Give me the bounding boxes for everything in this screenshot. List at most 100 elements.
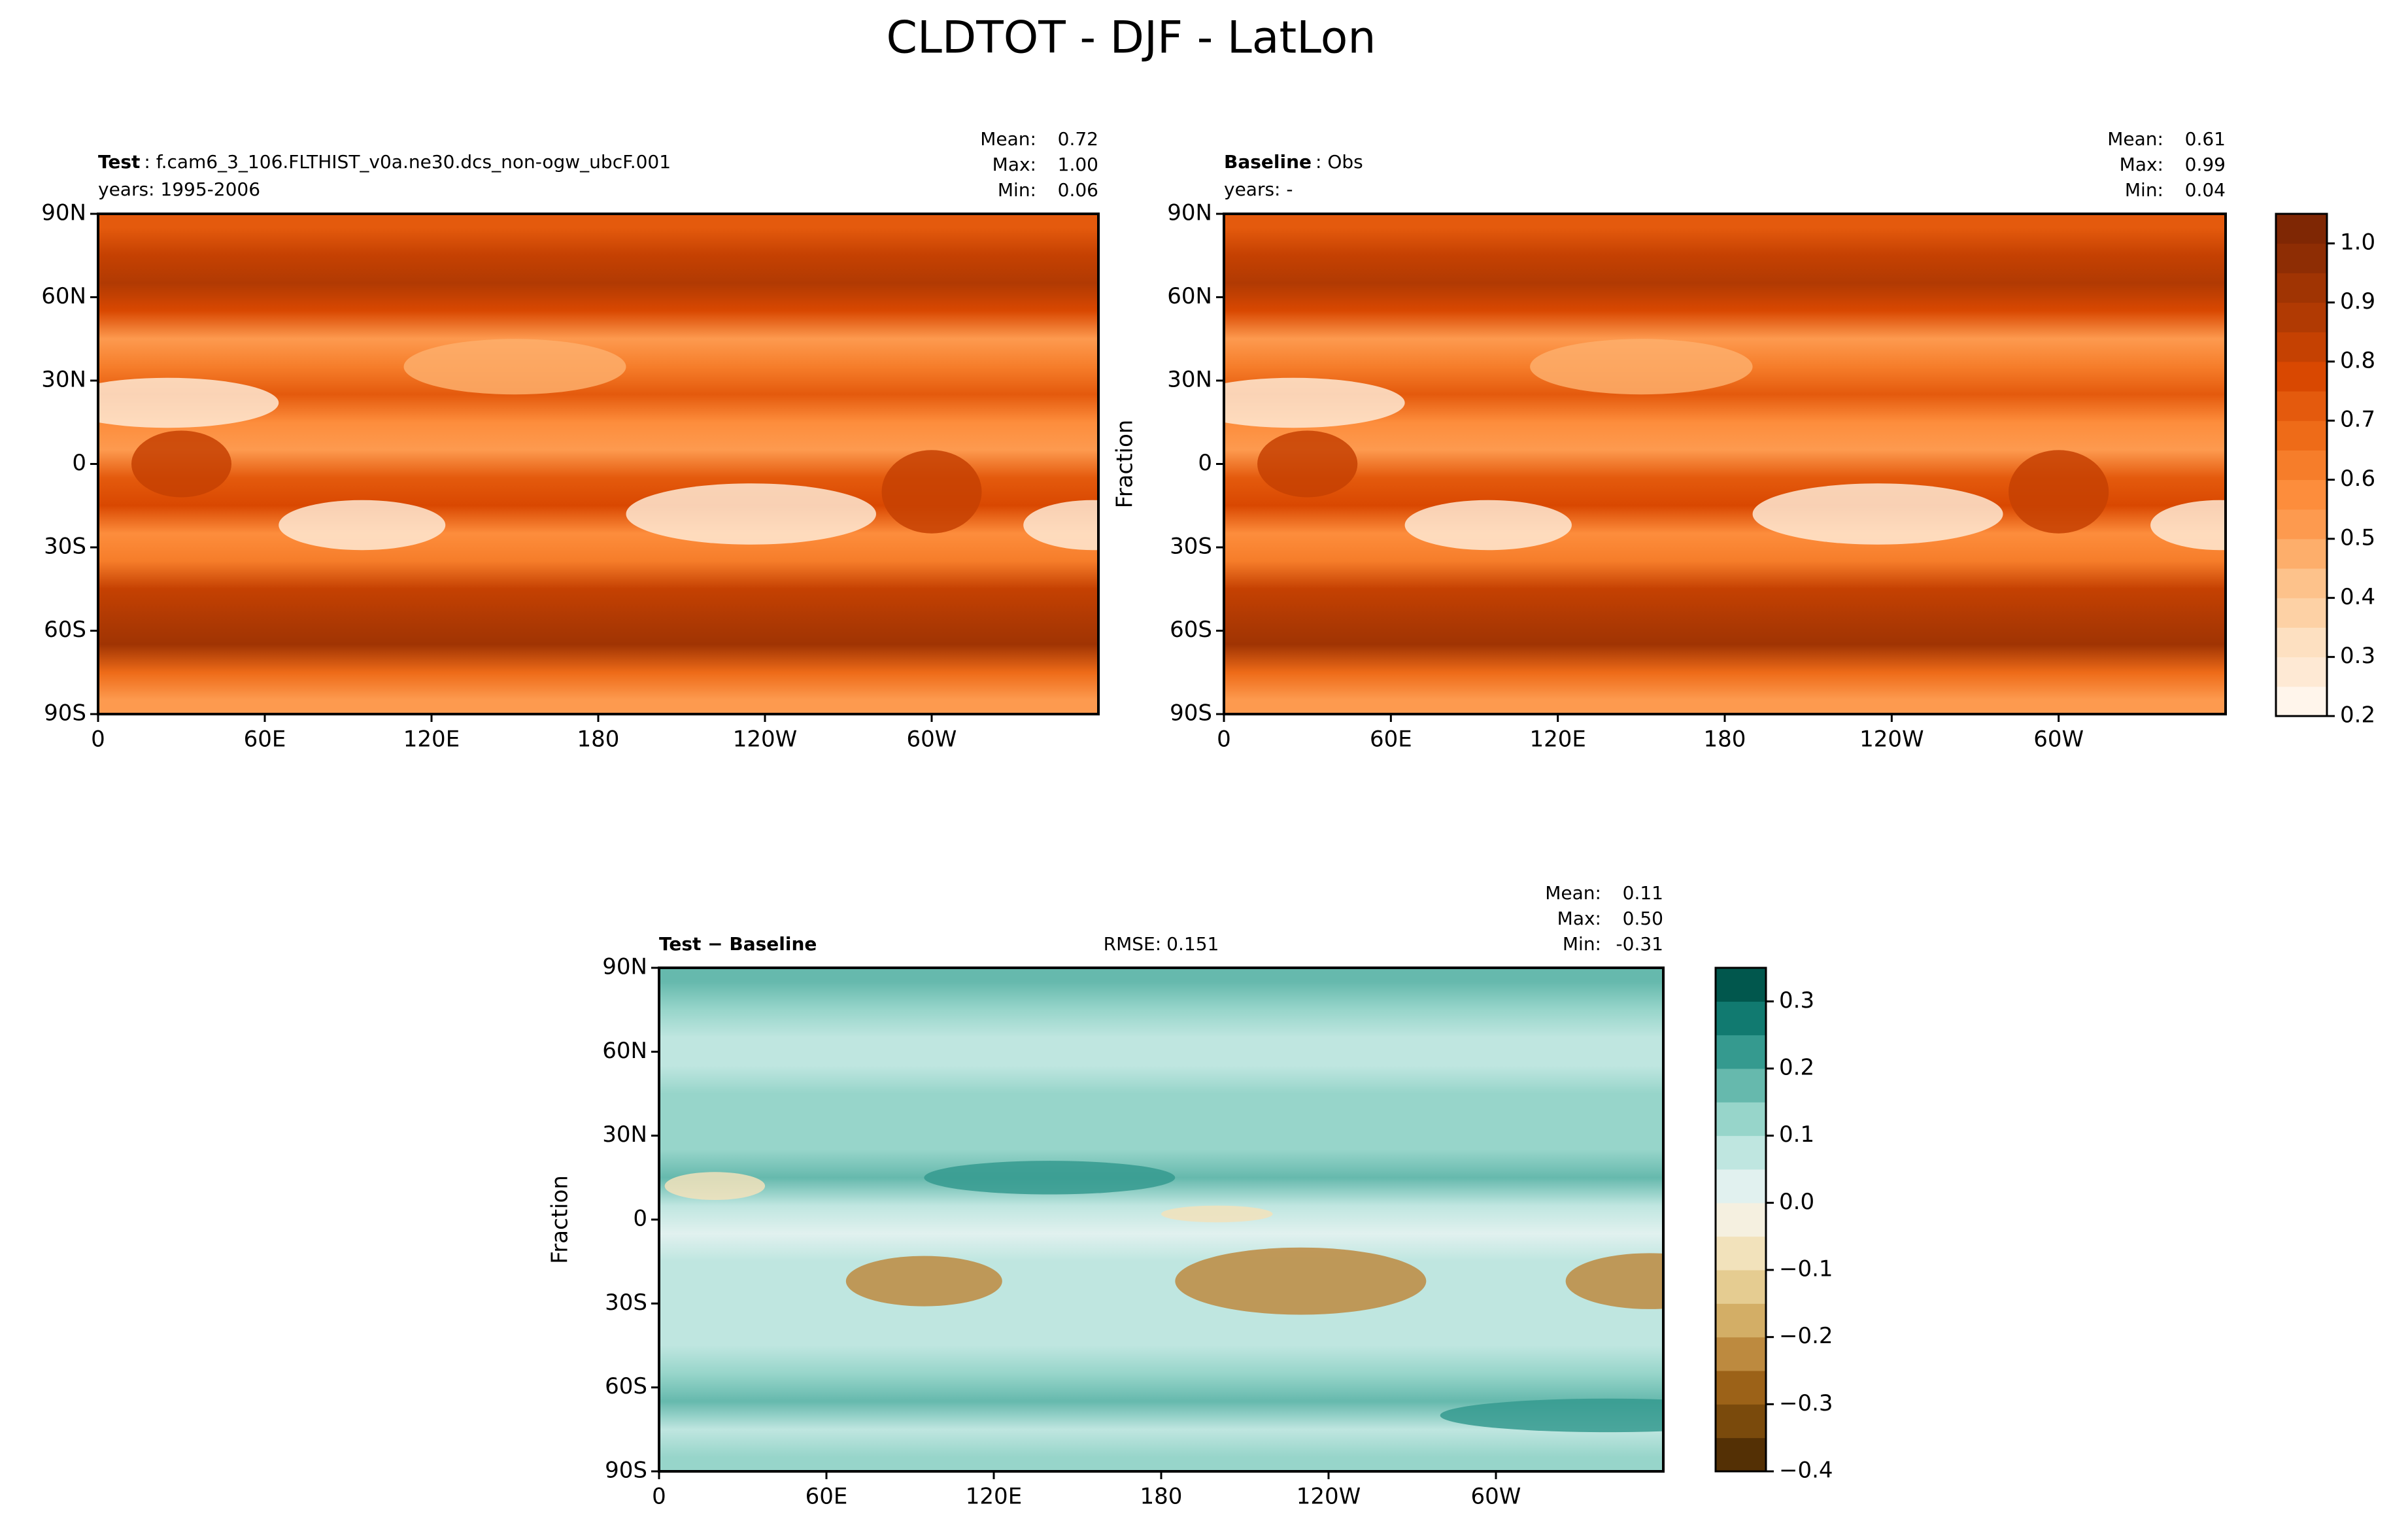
y-tick-label: 30S — [605, 1290, 647, 1316]
colorbar-band — [2276, 214, 2327, 244]
y-tick-label: 0 — [633, 1206, 647, 1232]
field-blob — [664, 1172, 766, 1201]
colorbar-tick-label: 0.9 — [2340, 288, 2375, 315]
colorbar-band — [1716, 1169, 1766, 1203]
x-tick-label: 120E — [403, 727, 460, 753]
colorbar-band — [2276, 450, 2327, 481]
stat-value: -0.31 — [1616, 933, 1663, 955]
colorbar-band — [2276, 420, 2327, 451]
y-tick-label: 60N — [1167, 283, 1212, 309]
x-tick-label: 60W — [2033, 727, 2084, 753]
field-blob — [1224, 377, 1405, 428]
field-blob — [1404, 500, 1572, 551]
panel-title-detail: : f.cam6_3_106.FLTHIST_v0a.ne30.dcs_non-… — [144, 151, 671, 173]
colorbar-band — [1716, 1337, 1766, 1371]
rmse: RMSE: 0.151 — [1104, 933, 1219, 955]
y-tick-label: 60N — [41, 283, 86, 309]
x-tick-label: 60W — [1471, 1484, 1521, 1510]
x-tick-label: 180 — [577, 727, 620, 753]
field — [1224, 214, 2226, 714]
colorbar-tick-label: 0.5 — [2340, 524, 2375, 551]
stat-value: 0.61 — [2185, 128, 2226, 150]
y-tick-label: 30N — [602, 1121, 647, 1148]
colorbar-band — [1716, 1303, 1766, 1338]
field-blob — [1565, 1253, 1663, 1309]
colorbar-band — [2276, 627, 2327, 658]
y-tick-label: 60S — [605, 1373, 647, 1399]
stat-value: 0.50 — [1623, 908, 1663, 929]
colorbar-tick-label: 0.0 — [1779, 1189, 1814, 1215]
y-tick-label: 60N — [602, 1038, 647, 1064]
y-axis-label: Fraction — [547, 1175, 573, 1264]
field-blob — [1175, 1247, 1427, 1315]
x-tick-label: 60E — [244, 727, 286, 753]
panel-title-bold: Baseline — [1224, 151, 1312, 173]
field-blob — [881, 450, 982, 534]
field-blob — [2009, 450, 2109, 534]
stat-name: Mean: — [1545, 882, 1601, 904]
colorbar-band — [1716, 1236, 1766, 1271]
field-blob — [98, 377, 279, 428]
colorbar-band — [2276, 568, 2327, 598]
stat-value: 0.72 — [1058, 128, 1098, 150]
field-blob — [131, 430, 231, 498]
field-blob — [924, 1161, 1176, 1195]
y-tick-label: 90S — [1170, 700, 1212, 727]
panel-title: Test: f.cam6_3_106.FLTHIST_v0a.ne30.dcs_… — [98, 151, 671, 173]
panel-title: Baseline: Obs — [1224, 151, 1363, 173]
stat-name: Max: — [992, 154, 1036, 175]
field — [98, 214, 1098, 714]
panel-years: years: 1995-2006 — [98, 179, 260, 200]
field-blob — [1023, 500, 1098, 551]
y-tick-label: 90S — [44, 700, 86, 727]
stat-value: 1.00 — [1058, 154, 1098, 175]
field-blob — [1257, 430, 1358, 498]
stat-value: 0.11 — [1623, 882, 1663, 904]
colorbar-band — [1716, 1437, 1766, 1472]
field-fill — [659, 968, 1663, 1471]
y-tick-label: 90N — [602, 954, 647, 980]
y-tick-label: 30S — [1170, 534, 1212, 560]
field-blob — [626, 483, 876, 545]
y-tick-label: 30S — [44, 534, 86, 560]
colorbar-band — [2276, 538, 2327, 569]
x-tick-label: 120E — [1529, 727, 1586, 753]
x-tick-label: 180 — [1704, 727, 1746, 753]
colorbar-tick-label: 0.2 — [2340, 702, 2375, 728]
y-tick-label: 90N — [1167, 200, 1212, 226]
x-tick-label: 60E — [1370, 727, 1412, 753]
colorbar-tick-label: 0.4 — [2340, 584, 2375, 610]
colorbar-tick-label: 0.3 — [1779, 987, 1814, 1014]
colorbar-tick-label: −0.1 — [1779, 1256, 1833, 1282]
y-tick-label: 0 — [1198, 450, 1212, 476]
colorbar-tick-label: 0.7 — [2340, 407, 2375, 433]
field-blob — [1161, 1205, 1273, 1223]
panel-title-bold: Test − Baseline — [659, 933, 817, 955]
stat-value: 0.99 — [2185, 154, 2226, 175]
y-tick-label: 60S — [44, 617, 86, 643]
stat-name: Max: — [2120, 154, 2163, 175]
colorbar-band — [2276, 361, 2327, 392]
stat-name: Min: — [2125, 179, 2163, 201]
colorbar-band — [2276, 302, 2327, 333]
colorbar-band — [1716, 1135, 1766, 1170]
colorbar-band — [1716, 968, 1766, 1002]
colorbar-tick-label: −0.4 — [1779, 1458, 1833, 1484]
colorbar-band — [2276, 686, 2327, 717]
x-tick-label: 60E — [805, 1484, 848, 1510]
stat-value: 0.06 — [1058, 179, 1098, 201]
colorbar-band — [2276, 273, 2327, 303]
field-blob — [845, 1256, 1002, 1307]
colorbar-tick-label: 0.1 — [1779, 1121, 1814, 1148]
colorbar-tick-label: 0.6 — [2340, 466, 2375, 492]
colorbar-tick-label: 1.0 — [2340, 230, 2375, 256]
colorbar-tick-label: −0.2 — [1779, 1323, 1833, 1349]
colorbar-band — [1716, 1203, 1766, 1237]
colorbar-band — [2276, 479, 2327, 510]
field-blob — [279, 500, 446, 551]
colorbar-band — [1716, 1404, 1766, 1439]
colorbar-band — [2276, 391, 2327, 421]
x-tick-label: 0 — [91, 727, 105, 753]
rmse-label: RMSE: — [1104, 933, 1162, 955]
x-tick-label: 0 — [1217, 727, 1231, 753]
